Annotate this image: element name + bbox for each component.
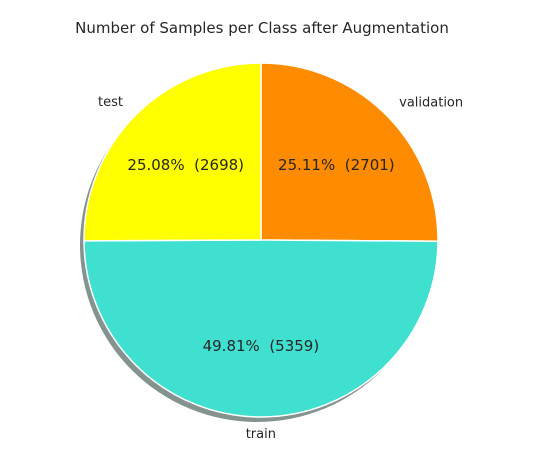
pie-slice-validation	[260, 62, 439, 242]
pie-percent-label-train: 49.81% (5359)	[203, 337, 320, 355]
pie-category-label-validation: validation	[399, 95, 463, 110]
pie-slice-test	[83, 62, 262, 242]
pie-percent-label-test: 25.08% (2698)	[127, 156, 244, 174]
pie-slice-train	[83, 239, 439, 418]
pie-category-label-train: train	[246, 427, 276, 442]
pie-percent-label-validation: 25.11% (2701)	[278, 156, 395, 174]
pie-slices	[83, 62, 439, 418]
chart-title: Number of Samples per Class after Augmen…	[75, 19, 449, 37]
pie-category-label-test: test	[98, 95, 123, 110]
pie-labels: 25.11% (2701) validation 49.81% (5359) trai…	[98, 95, 463, 442]
